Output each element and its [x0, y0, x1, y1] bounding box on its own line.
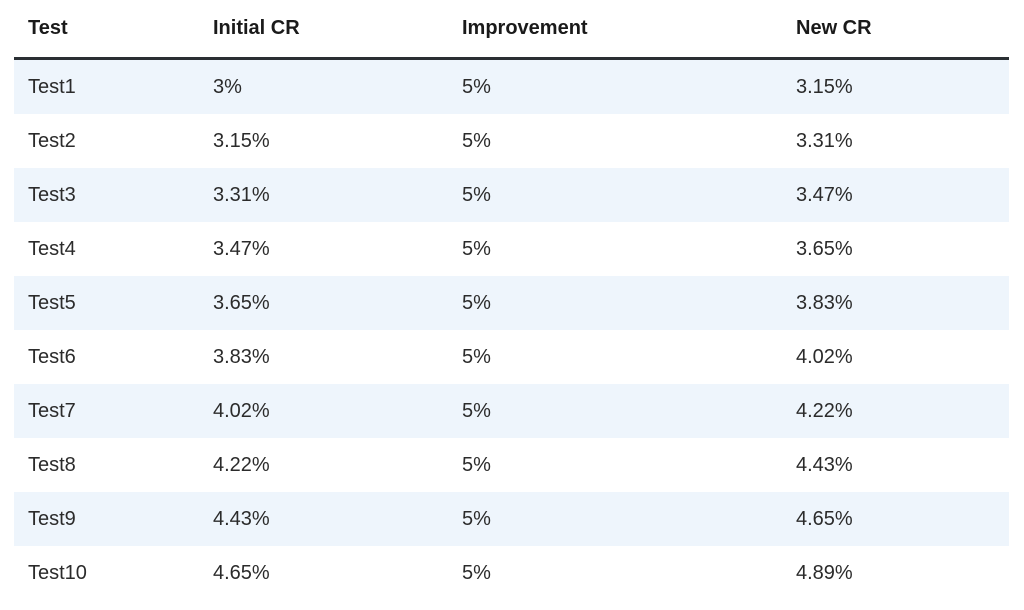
cell-test: Test6 — [28, 345, 76, 368]
header-new-cr: New CR — [796, 17, 872, 39]
cell-test: Test2 — [28, 129, 76, 152]
cell-initial-cr: 4.22% — [213, 453, 270, 476]
cell-new-cr: 4.65% — [796, 507, 853, 530]
cell-initial-cr: 3.31% — [213, 183, 270, 206]
cell-new-cr: 3.31% — [796, 129, 853, 152]
table-row: Test2 3.15% 5% 3.31% — [14, 114, 1009, 168]
cell-test: Test5 — [28, 291, 76, 314]
header-improvement: Improvement — [462, 17, 588, 39]
table-row: Test4 3.47% 5% 3.65% — [14, 222, 1009, 276]
cell-test: Test7 — [28, 399, 76, 422]
cell-initial-cr: 4.43% — [213, 507, 270, 530]
cell-initial-cr: 4.65% — [213, 561, 270, 584]
cell-new-cr: 4.02% — [796, 345, 853, 368]
cell-improvement: 5% — [462, 237, 491, 260]
cell-initial-cr: 3.65% — [213, 291, 270, 314]
cell-initial-cr: 3.47% — [213, 237, 270, 260]
table-row: Test3 3.31% 5% 3.47% — [14, 168, 1009, 222]
table-row: Test7 4.02% 5% 4.22% — [14, 384, 1009, 438]
cell-new-cr: 3.47% — [796, 183, 853, 206]
cell-improvement: 5% — [462, 345, 491, 368]
cell-new-cr: 3.65% — [796, 237, 853, 260]
cell-initial-cr: 3.15% — [213, 129, 270, 152]
cell-test: Test9 — [28, 507, 76, 530]
cell-improvement: 5% — [462, 399, 491, 422]
cell-new-cr: 3.15% — [796, 75, 853, 98]
cell-test: Test8 — [28, 453, 76, 476]
cell-new-cr: 4.43% — [796, 453, 853, 476]
table-body: Test1 3% 5% 3.15% Test2 3.15% 5% 3.31% T… — [14, 60, 1009, 600]
cell-improvement: 5% — [462, 75, 491, 98]
cell-improvement: 5% — [462, 507, 491, 530]
cell-improvement: 5% — [462, 453, 491, 476]
cell-initial-cr: 3.83% — [213, 345, 270, 368]
table-row: Test9 4.43% 5% 4.65% — [14, 492, 1009, 546]
cell-improvement: 5% — [462, 561, 491, 584]
cr-table: Test Initial CR Improvement New CR Test1… — [14, 0, 1009, 600]
cell-initial-cr: 4.02% — [213, 399, 270, 422]
table-header-row: Test Initial CR Improvement New CR — [14, 0, 1009, 60]
cell-test: Test3 — [28, 183, 76, 206]
table-row: Test5 3.65% 5% 3.83% — [14, 276, 1009, 330]
header-test: Test — [28, 17, 68, 39]
cell-test: Test4 — [28, 237, 76, 260]
cell-test: Test1 — [28, 75, 76, 98]
table-row: Test1 3% 5% 3.15% — [14, 60, 1009, 114]
cell-improvement: 5% — [462, 129, 491, 152]
table-row: Test6 3.83% 5% 4.02% — [14, 330, 1009, 384]
cell-new-cr: 4.89% — [796, 561, 853, 584]
table-row: Test8 4.22% 5% 4.43% — [14, 438, 1009, 492]
cell-new-cr: 3.83% — [796, 291, 853, 314]
cell-improvement: 5% — [462, 291, 491, 314]
table-row: Test10 4.65% 5% 4.89% — [14, 546, 1009, 600]
header-initial-cr: Initial CR — [213, 17, 300, 39]
cell-improvement: 5% — [462, 183, 491, 206]
cell-test: Test10 — [28, 561, 87, 584]
cell-initial-cr: 3% — [213, 75, 242, 98]
cell-new-cr: 4.22% — [796, 399, 853, 422]
